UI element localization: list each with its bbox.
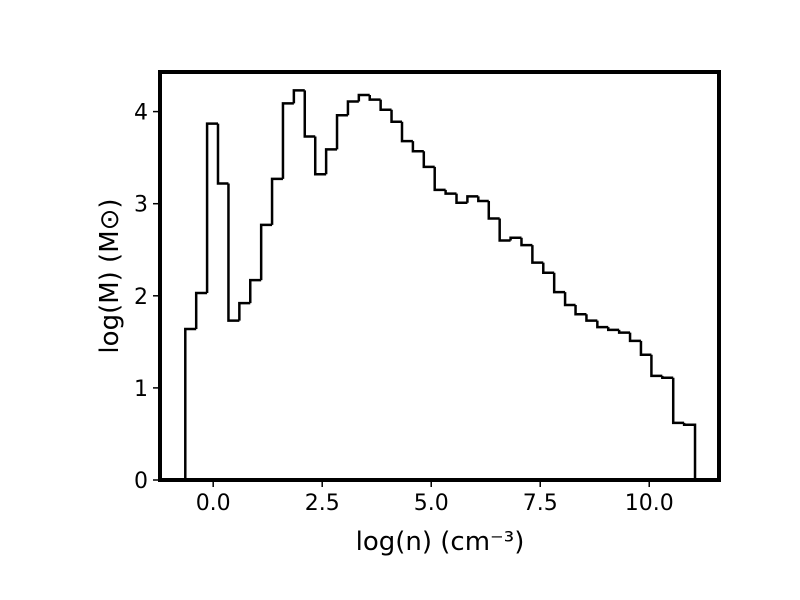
histogram-step xyxy=(531,245,544,264)
histogram-step xyxy=(216,123,229,185)
histogram-step xyxy=(238,301,251,321)
histogram-step xyxy=(509,236,522,241)
histogram-step xyxy=(357,93,370,102)
histogram-step xyxy=(682,422,697,480)
histogram-step xyxy=(249,278,262,304)
histogram-step xyxy=(194,291,208,329)
x-tick-label: 10.0 xyxy=(625,491,674,516)
histogram-step xyxy=(477,196,489,203)
y-tick-label: 4 xyxy=(134,101,148,126)
histogram-step xyxy=(466,195,479,203)
histogram-step xyxy=(390,109,403,123)
histogram-step xyxy=(400,121,413,143)
histogram-step xyxy=(324,148,338,175)
histogram-step xyxy=(606,327,620,332)
histogram-step xyxy=(455,193,468,205)
y-tick-label: 1 xyxy=(134,377,148,402)
histogram-step xyxy=(596,320,609,329)
histogram-step xyxy=(433,166,446,192)
histogram-step xyxy=(661,375,674,380)
histogram-step xyxy=(617,329,631,334)
histogram-step xyxy=(520,237,533,247)
histogram-step xyxy=(303,90,316,138)
histogram-step xyxy=(379,99,392,112)
x-axis-label: log(n) (cm⁻³) xyxy=(356,527,525,557)
histogram-step xyxy=(346,100,359,116)
x-tick-label: 0.0 xyxy=(196,491,231,516)
histogram-step xyxy=(205,122,218,294)
y-tick-label: 2 xyxy=(134,285,148,310)
plot-frame xyxy=(158,70,721,482)
histogram-step xyxy=(281,102,294,179)
histogram-step xyxy=(184,327,197,480)
histogram-step xyxy=(292,89,305,104)
histogram-step xyxy=(313,136,327,176)
histogram-step xyxy=(671,377,685,425)
histogram-step xyxy=(585,314,598,322)
histogram-step xyxy=(628,332,641,343)
x-tick-label: 7.5 xyxy=(523,491,558,516)
histogram-step xyxy=(542,262,555,275)
histogram-step xyxy=(498,218,511,242)
histogram-step xyxy=(639,340,652,356)
y-tick-label: 3 xyxy=(134,193,148,218)
histogram-step xyxy=(574,305,587,316)
histogram-step xyxy=(563,292,576,307)
y-axis-label: log(M) (M⊙) xyxy=(95,198,125,353)
x-tick-label: 2.5 xyxy=(305,491,340,516)
histogram-step xyxy=(552,272,566,294)
histogram-step xyxy=(227,183,240,322)
y-tick-label: 0 xyxy=(134,469,148,494)
histogram-step xyxy=(487,200,500,220)
histogram-step xyxy=(411,141,424,153)
histogram-step xyxy=(444,189,457,195)
histogram-step xyxy=(368,95,381,101)
histogram-step xyxy=(270,177,283,225)
x-tick-label: 5.0 xyxy=(414,491,449,516)
histogram-step xyxy=(335,114,348,150)
histogram-step xyxy=(650,354,663,378)
histogram-step xyxy=(422,151,435,169)
histogram-step xyxy=(259,223,273,281)
